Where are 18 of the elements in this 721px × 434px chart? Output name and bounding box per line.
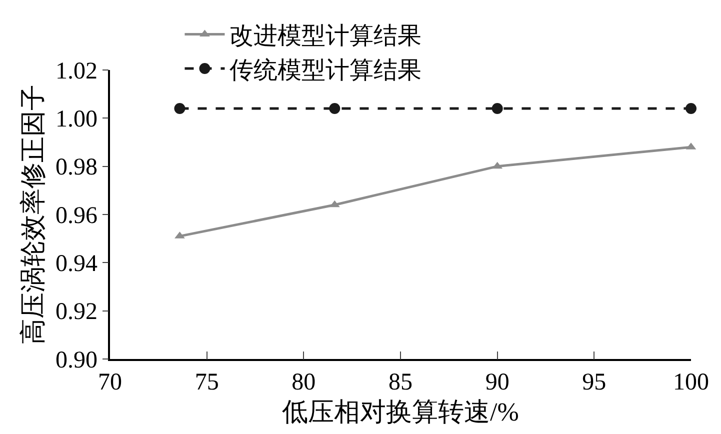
x-tick-label: 95	[582, 370, 606, 396]
x-tick-label: 90	[485, 370, 510, 396]
x-tick-label: 70	[98, 370, 122, 396]
y-tick-label: 1.00	[55, 106, 98, 133]
y-tick-label: 0.98	[55, 154, 98, 181]
x-tick-label: 100	[673, 370, 709, 396]
y-axis-title: 高压涡轮效率修正因子	[18, 84, 48, 344]
x-tick-label: 80	[292, 370, 316, 396]
y-tick-label: 1.02	[55, 58, 98, 84]
x-tick-label: 85	[388, 370, 412, 396]
x-axis-title: 低压相对换算转速/%	[282, 398, 519, 427]
x-tick-label: 75	[194, 370, 219, 396]
legend-label: 传统模型计算结果	[230, 56, 422, 84]
y-tick-label: 0.94	[55, 251, 98, 278]
y-tick-label: 0.92	[55, 299, 98, 326]
y-tick-label: 0.96	[55, 202, 98, 229]
y-tick-label: 0.90	[55, 347, 98, 374]
legend-label: 改进模型计算结果	[230, 24, 422, 50]
